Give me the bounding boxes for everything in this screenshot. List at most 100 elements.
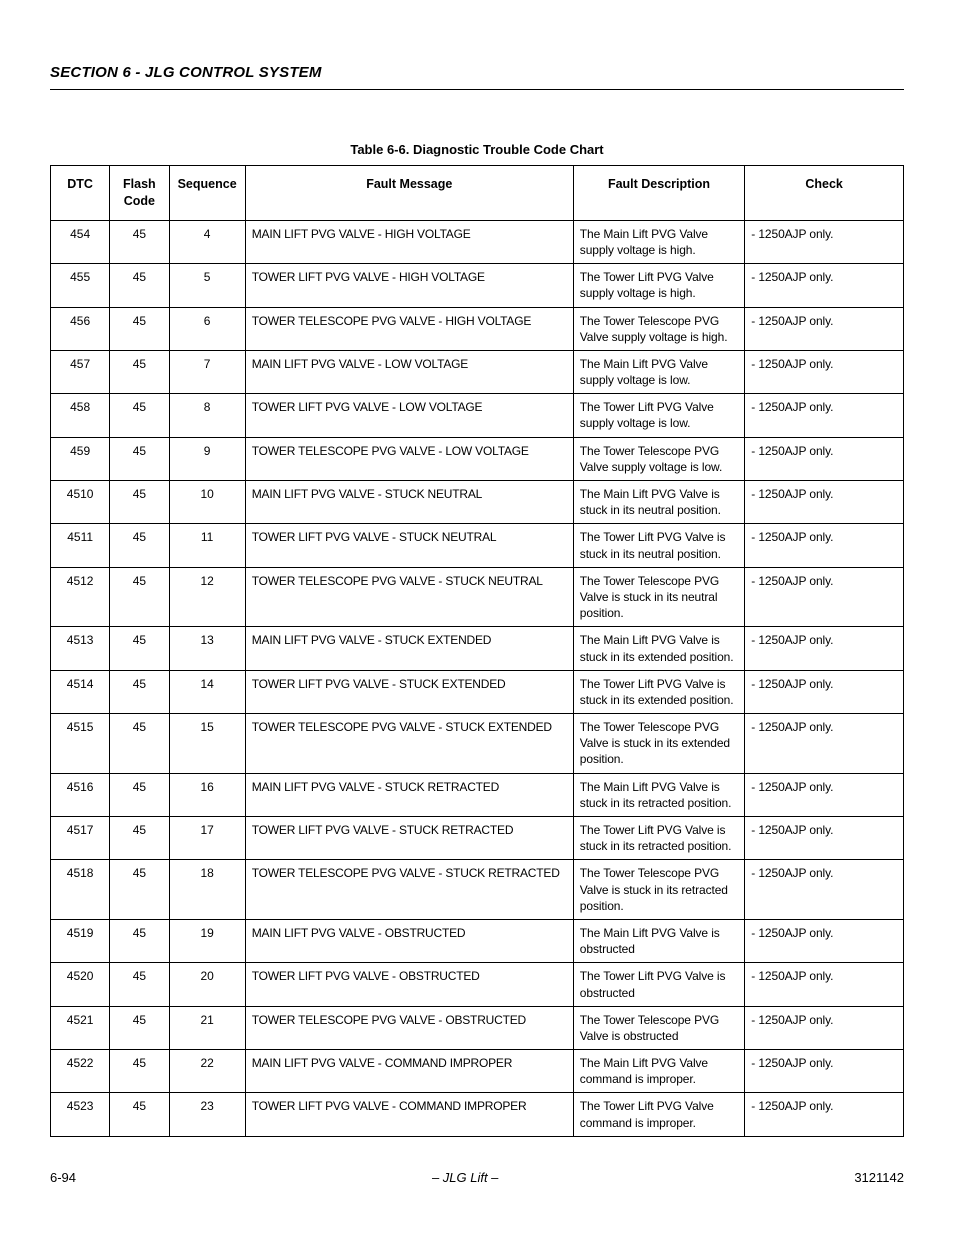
cell-check: - 1250AJP only.	[745, 817, 904, 860]
cell-description: The Tower Lift PVG Valve supply voltage …	[573, 264, 744, 307]
cell-dtc: 4516	[51, 773, 110, 816]
cell-dtc: 4523	[51, 1093, 110, 1136]
col-header-sequence: Sequence	[169, 166, 245, 221]
table-row: 45104510MAIN LIFT PVG VALVE - STUCK NEUT…	[51, 481, 904, 524]
cell-check: - 1250AJP only.	[745, 860, 904, 920]
cell-description: The Tower Telescope PVG Valve is obstruc…	[573, 1006, 744, 1049]
cell-dtc: 4515	[51, 714, 110, 774]
cell-message: MAIN LIFT PVG VALVE - STUCK EXTENDED	[245, 627, 573, 670]
cell-message: TOWER LIFT PVG VALVE - LOW VOLTAGE	[245, 394, 573, 437]
table-row: 45194519MAIN LIFT PVG VALVE - OBSTRUCTED…	[51, 919, 904, 962]
cell-dtc: 454	[51, 220, 110, 263]
cell-message: TOWER TELESCOPE PVG VALVE - LOW VOLTAGE	[245, 437, 573, 480]
cell-flash: 45	[110, 437, 169, 480]
table-row: 45114511TOWER LIFT PVG VALVE - STUCK NEU…	[51, 524, 904, 567]
cell-description: The Tower Lift PVG Valve is stuck in its…	[573, 817, 744, 860]
dtc-table: DTC Flash Code Sequence Fault Message Fa…	[50, 165, 904, 1137]
cell-dtc: 4520	[51, 963, 110, 1006]
cell-flash: 45	[110, 350, 169, 393]
cell-description: The Main Lift PVG Valve command is impro…	[573, 1050, 744, 1093]
cell-message: TOWER TELESCOPE PVG VALVE - STUCK NEUTRA…	[245, 567, 573, 627]
table-caption: Table 6-6. Diagnostic Trouble Code Chart	[50, 142, 904, 157]
table-row: 45164516MAIN LIFT PVG VALVE - STUCK RETR…	[51, 773, 904, 816]
cell-check: - 1250AJP only.	[745, 1050, 904, 1093]
cell-message: MAIN LIFT PVG VALVE - LOW VOLTAGE	[245, 350, 573, 393]
cell-flash: 45	[110, 394, 169, 437]
cell-dtc: 4517	[51, 817, 110, 860]
table-row: 45124512TOWER TELESCOPE PVG VALVE - STUC…	[51, 567, 904, 627]
table-row: 455455TOWER LIFT PVG VALVE - HIGH VOLTAG…	[51, 264, 904, 307]
cell-sequence: 13	[169, 627, 245, 670]
table-header-row: DTC Flash Code Sequence Fault Message Fa…	[51, 166, 904, 221]
cell-description: The Main Lift PVG Valve is stuck in its …	[573, 773, 744, 816]
cell-check: - 1250AJP only.	[745, 627, 904, 670]
cell-description: The Tower Telescope PVG Valve is stuck i…	[573, 567, 744, 627]
cell-sequence: 16	[169, 773, 245, 816]
cell-dtc: 4514	[51, 670, 110, 713]
cell-message: MAIN LIFT PVG VALVE - COMMAND IMPROPER	[245, 1050, 573, 1093]
cell-flash: 45	[110, 264, 169, 307]
cell-message: TOWER LIFT PVG VALVE - COMMAND IMPROPER	[245, 1093, 573, 1136]
table-row: 45184518TOWER TELESCOPE PVG VALVE - STUC…	[51, 860, 904, 920]
cell-check: - 1250AJP only.	[745, 1006, 904, 1049]
cell-description: The Tower Lift PVG Valve is stuck in its…	[573, 670, 744, 713]
cell-dtc: 4511	[51, 524, 110, 567]
cell-dtc: 455	[51, 264, 110, 307]
cell-check: - 1250AJP only.	[745, 524, 904, 567]
cell-dtc: 4510	[51, 481, 110, 524]
cell-sequence: 5	[169, 264, 245, 307]
table-row: 454454MAIN LIFT PVG VALVE - HIGH VOLTAGE…	[51, 220, 904, 263]
cell-description: The Main Lift PVG Valve supply voltage i…	[573, 350, 744, 393]
cell-description: The Main Lift PVG Valve is obstructed	[573, 919, 744, 962]
table-row: 457457MAIN LIFT PVG VALVE - LOW VOLTAGET…	[51, 350, 904, 393]
cell-message: TOWER LIFT PVG VALVE - STUCK EXTENDED	[245, 670, 573, 713]
cell-flash: 45	[110, 524, 169, 567]
cell-dtc: 459	[51, 437, 110, 480]
cell-message: TOWER LIFT PVG VALVE - OBSTRUCTED	[245, 963, 573, 1006]
cell-dtc: 456	[51, 307, 110, 350]
cell-flash: 45	[110, 627, 169, 670]
cell-sequence: 9	[169, 437, 245, 480]
cell-flash: 45	[110, 307, 169, 350]
cell-description: The Tower Lift PVG Valve is obstructed	[573, 963, 744, 1006]
cell-sequence: 19	[169, 919, 245, 962]
cell-check: - 1250AJP only.	[745, 437, 904, 480]
page-footer: 6-94 – JLG Lift – 3121142	[50, 1170, 904, 1185]
cell-dtc: 4512	[51, 567, 110, 627]
cell-sequence: 18	[169, 860, 245, 920]
cell-sequence: 12	[169, 567, 245, 627]
cell-flash: 45	[110, 481, 169, 524]
cell-message: MAIN LIFT PVG VALVE - OBSTRUCTED	[245, 919, 573, 962]
cell-flash: 45	[110, 1050, 169, 1093]
table-row: 459459TOWER TELESCOPE PVG VALVE - LOW VO…	[51, 437, 904, 480]
cell-sequence: 21	[169, 1006, 245, 1049]
table-row: 45204520TOWER LIFT PVG VALVE - OBSTRUCTE…	[51, 963, 904, 1006]
cell-dtc: 458	[51, 394, 110, 437]
table-row: 45224522MAIN LIFT PVG VALVE - COMMAND IM…	[51, 1050, 904, 1093]
cell-flash: 45	[110, 773, 169, 816]
footer-center-text: – JLG Lift –	[432, 1170, 498, 1185]
cell-dtc: 4521	[51, 1006, 110, 1049]
cell-check: - 1250AJP only.	[745, 481, 904, 524]
cell-flash: 45	[110, 1006, 169, 1049]
cell-flash: 45	[110, 860, 169, 920]
table-row: 456456TOWER TELESCOPE PVG VALVE - HIGH V…	[51, 307, 904, 350]
cell-dtc: 4518	[51, 860, 110, 920]
cell-sequence: 8	[169, 394, 245, 437]
cell-message: TOWER TELESCOPE PVG VALVE - HIGH VOLTAGE	[245, 307, 573, 350]
cell-sequence: 7	[169, 350, 245, 393]
cell-flash: 45	[110, 963, 169, 1006]
cell-sequence: 11	[169, 524, 245, 567]
cell-sequence: 6	[169, 307, 245, 350]
cell-message: TOWER TELESCOPE PVG VALVE - STUCK EXTEND…	[245, 714, 573, 774]
cell-sequence: 17	[169, 817, 245, 860]
cell-flash: 45	[110, 919, 169, 962]
cell-sequence: 22	[169, 1050, 245, 1093]
cell-message: TOWER LIFT PVG VALVE - STUCK RETRACTED	[245, 817, 573, 860]
footer-page-number: 6-94	[50, 1170, 76, 1185]
cell-description: The Tower Lift PVG Valve command is impr…	[573, 1093, 744, 1136]
footer-doc-number: 3121142	[854, 1170, 904, 1185]
cell-flash: 45	[110, 714, 169, 774]
cell-check: - 1250AJP only.	[745, 670, 904, 713]
table-row: 45134513MAIN LIFT PVG VALVE - STUCK EXTE…	[51, 627, 904, 670]
